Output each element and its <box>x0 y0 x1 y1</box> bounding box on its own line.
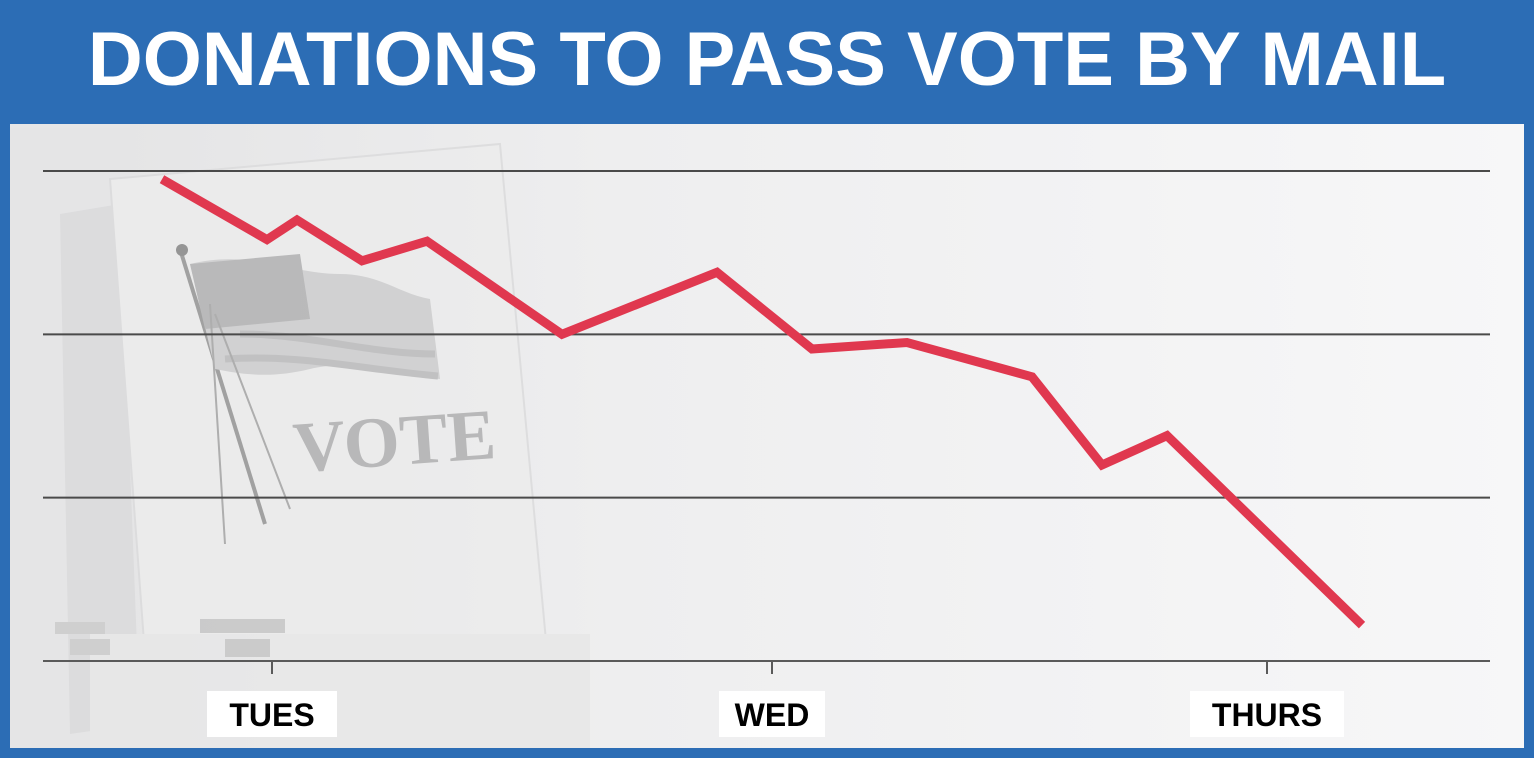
x-tick-label-bg <box>1190 691 1344 737</box>
chart-panel: VOTE TUES WED THURS <box>10 124 1524 748</box>
line-chart: VOTE TUES WED THURS <box>10 124 1524 748</box>
x-tick-label: TUES <box>229 697 314 733</box>
ballot-box-illustration: VOTE <box>10 124 590 748</box>
chart-title: DONATIONS TO PASS VOTE BY MAIL <box>87 16 1447 102</box>
x-tick-label-bg <box>207 691 337 737</box>
x-tick-label: WED <box>735 697 810 733</box>
x-tick-label: THURS <box>1212 697 1322 733</box>
flag-icon <box>190 254 440 545</box>
vote-box-text: VOTE <box>291 394 499 488</box>
x-tick-label-bg <box>719 691 825 737</box>
